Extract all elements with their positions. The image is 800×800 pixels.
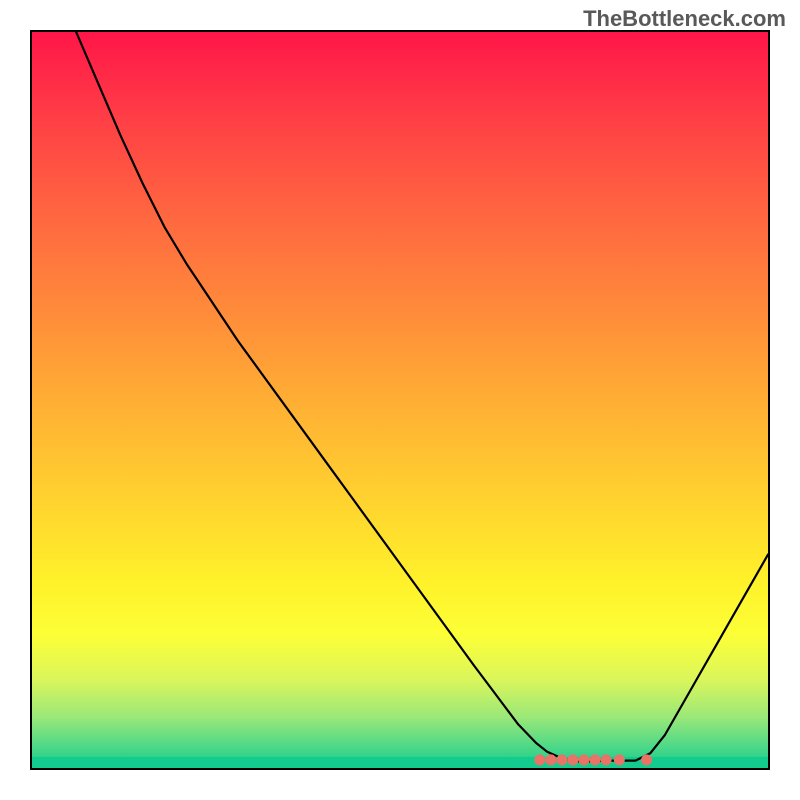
optimal-point-marker: [601, 755, 611, 765]
optimal-point-marker: [557, 755, 567, 765]
bottom-band: [32, 757, 768, 768]
optimal-point-marker: [546, 755, 556, 765]
optimal-point-marker: [590, 755, 600, 765]
optimal-point-marker: [614, 755, 624, 765]
optimal-point-marker: [568, 755, 578, 765]
optimal-point-marker: [642, 755, 652, 765]
optimal-point-marker: [579, 755, 589, 765]
chart-container: TheBottleneck.com: [0, 0, 800, 800]
watermark-text: TheBottleneck.com: [583, 6, 786, 32]
bottleneck-curve: [76, 32, 768, 761]
chart-svg-layer: [32, 32, 768, 768]
optimal-point-marker: [535, 755, 545, 765]
